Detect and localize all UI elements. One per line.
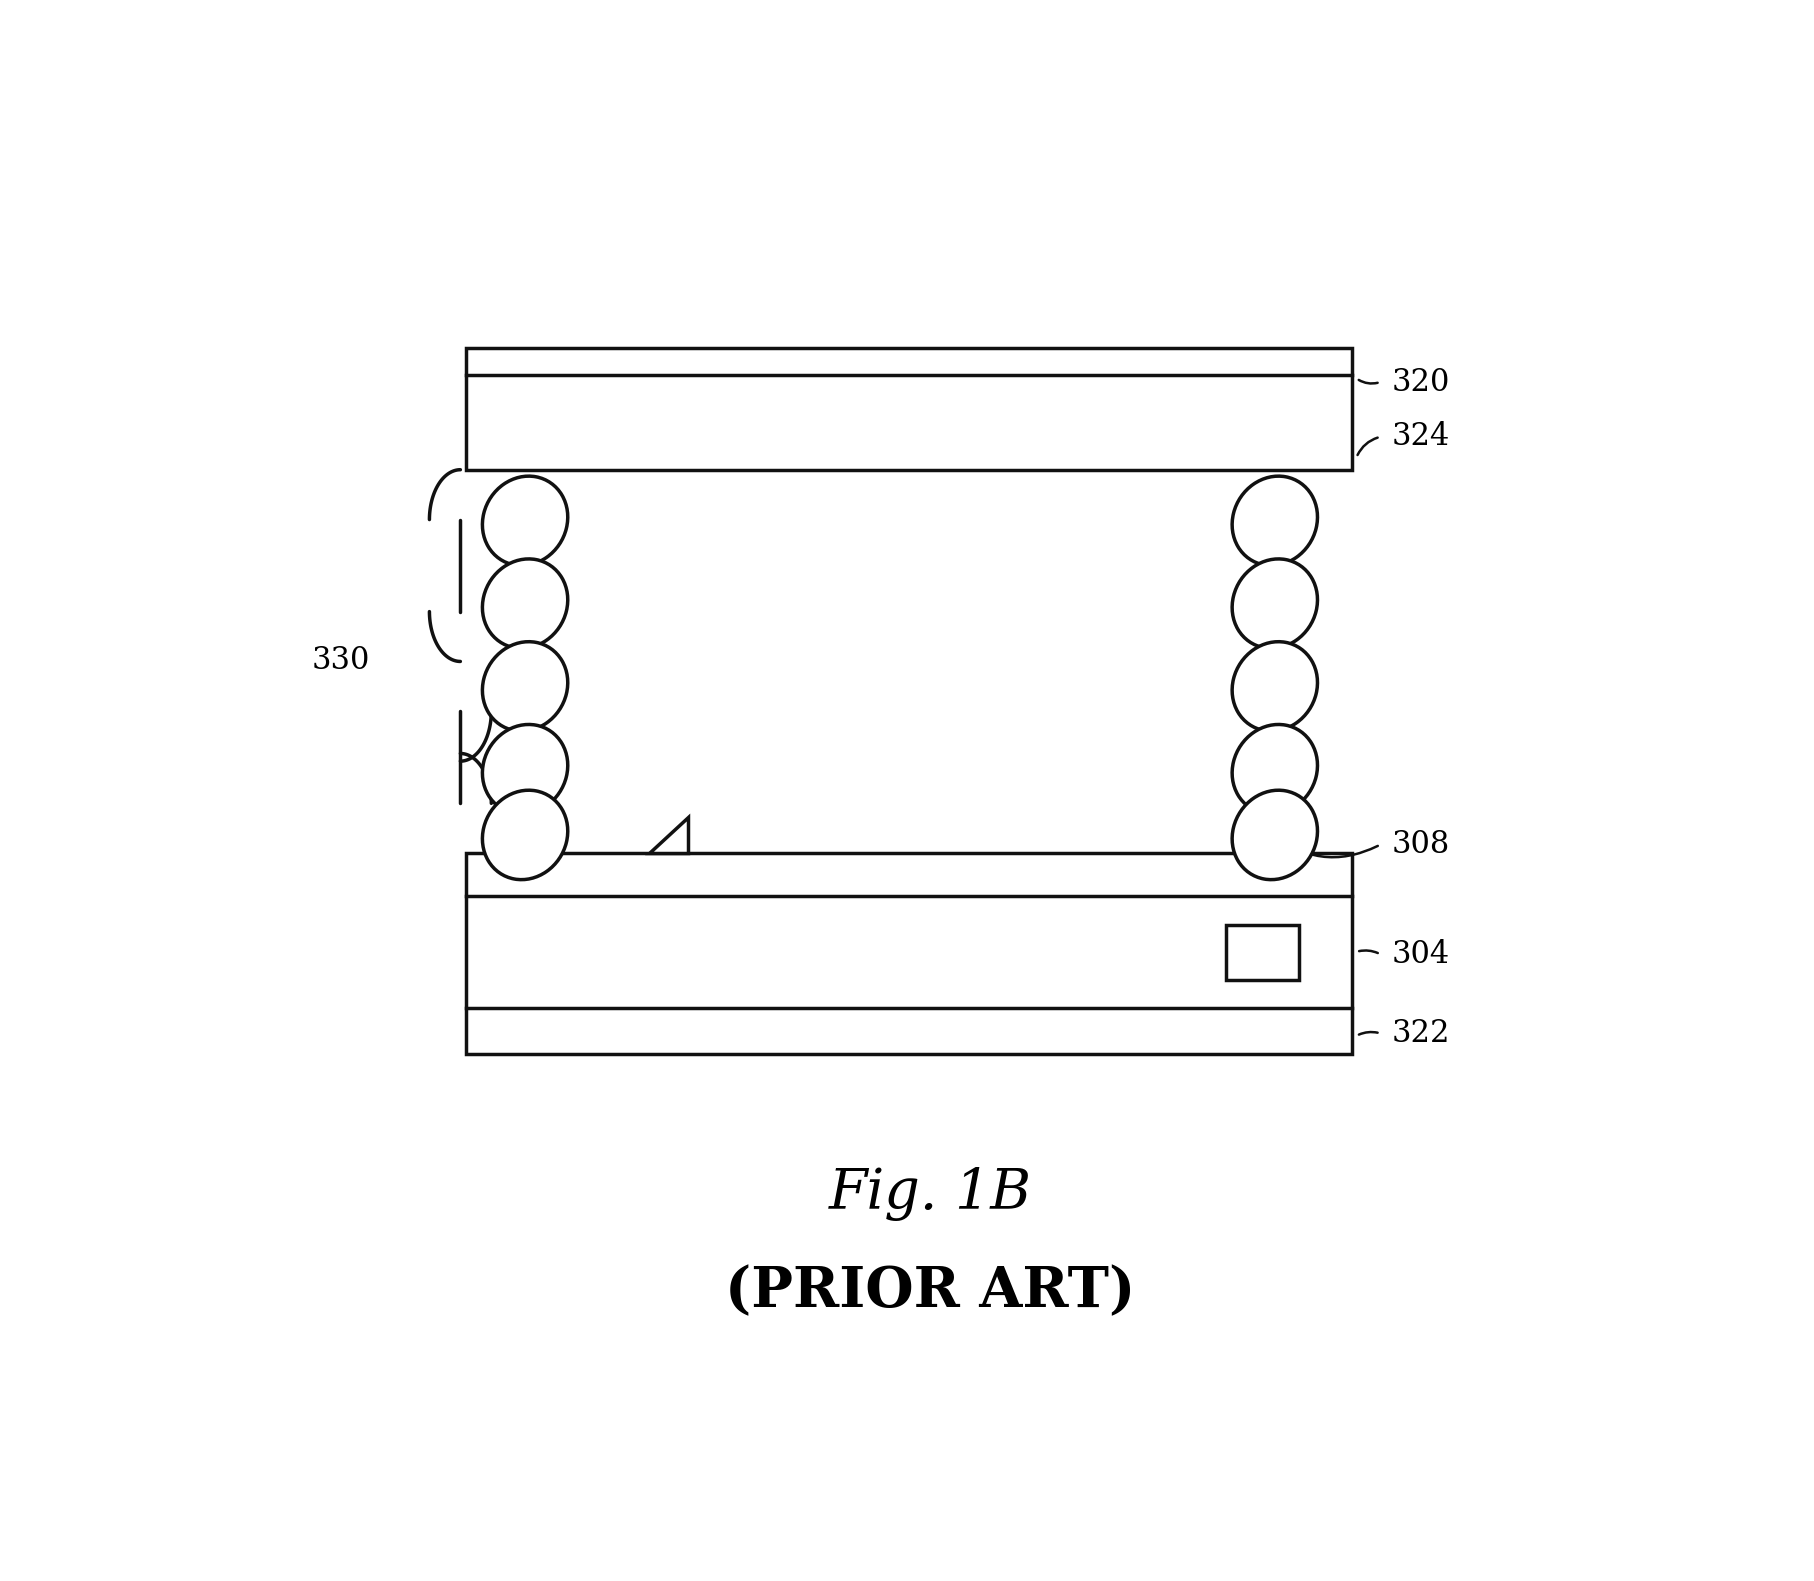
Ellipse shape <box>1232 790 1317 879</box>
Text: 308: 308 <box>1391 828 1449 860</box>
Text: 324: 324 <box>1391 422 1449 452</box>
Text: 304: 304 <box>1391 939 1449 969</box>
Text: Fig. 1B: Fig. 1B <box>829 1167 1030 1222</box>
Ellipse shape <box>1232 560 1317 648</box>
Ellipse shape <box>483 790 568 879</box>
Ellipse shape <box>483 642 568 730</box>
Text: 320: 320 <box>1391 367 1449 397</box>
Text: 322: 322 <box>1391 1018 1449 1048</box>
Ellipse shape <box>483 476 568 566</box>
Bar <box>1224 925 1299 980</box>
Bar <box>466 854 1351 1055</box>
Ellipse shape <box>1232 724 1317 814</box>
Text: (PRIOR ART): (PRIOR ART) <box>724 1263 1136 1319</box>
Ellipse shape <box>483 560 568 648</box>
Polygon shape <box>648 817 688 854</box>
Ellipse shape <box>1232 476 1317 566</box>
Ellipse shape <box>483 724 568 814</box>
Bar <box>466 348 1351 470</box>
Ellipse shape <box>1232 642 1317 730</box>
Text: 330: 330 <box>312 645 370 677</box>
